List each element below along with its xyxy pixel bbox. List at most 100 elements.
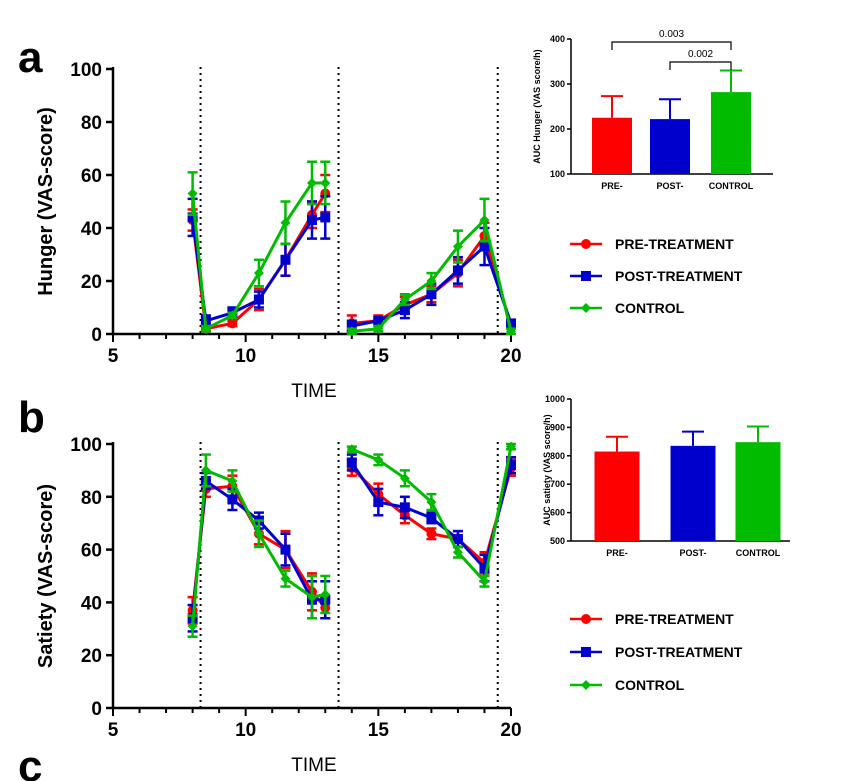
data-point <box>280 544 291 555</box>
y-tick-label: 400 <box>550 34 565 44</box>
y-axis-label: AUC Hunger (VAS score/h) <box>532 49 542 163</box>
data-point <box>200 323 211 334</box>
legend-label: CONTROL <box>615 677 685 693</box>
data-point <box>373 315 384 326</box>
a-line-chart: 0 20 40 60 80 100 5 10 15 20 TIME Hunger (VAS-score… <box>35 60 743 402</box>
y-tick-label: 80 <box>81 113 102 134</box>
data-point <box>452 265 463 276</box>
data-point <box>253 268 264 279</box>
data-point <box>399 502 410 513</box>
x-tick-label: 10 <box>235 720 256 741</box>
x-tick-label: PRE- <box>606 548 628 558</box>
bar <box>594 451 640 541</box>
legend-label: POST-TREATMENT <box>615 644 743 660</box>
b-line-chart: 0 20 40 60 80 100 5 10 15 20 TIME Satiety (VAS-scor… <box>35 435 743 776</box>
x-tick-label: 20 <box>500 720 521 741</box>
data-point <box>506 318 516 329</box>
x-axis-label: TIME <box>291 755 336 776</box>
legend-marker <box>581 303 591 313</box>
p-value-label: 0.002 <box>688 49 713 60</box>
series-line <box>191 478 326 619</box>
panel-letter-a: a <box>18 33 43 82</box>
legend-marker <box>581 680 591 690</box>
bar <box>670 445 716 541</box>
data-point <box>200 465 211 476</box>
legend-label: CONTROL <box>615 300 685 316</box>
series-control <box>187 160 516 337</box>
y-tick-label: 40 <box>81 219 102 240</box>
data-point <box>253 528 264 539</box>
x-tick-label: POST- <box>656 181 683 191</box>
x-tick-label: POST- <box>679 548 706 558</box>
significance-bracket <box>611 41 732 50</box>
y-tick-label: 0 <box>91 325 102 346</box>
x-tick-label: PRE- <box>601 181 623 191</box>
bar <box>650 119 690 174</box>
bar <box>711 92 751 174</box>
y-tick-label: 60 <box>81 166 102 187</box>
legend-label: PRE-TREATMENT <box>615 236 734 252</box>
data-point <box>452 534 463 545</box>
data-point <box>506 460 516 471</box>
significance-bracket <box>669 61 732 70</box>
a-bar-chart: 100 200 300 400 AUC Hunger (VAS score/h) PRE-… <box>532 29 773 191</box>
y-tick-label: 300 <box>550 79 565 89</box>
panel-letter-b: b <box>18 393 45 442</box>
x-tick-label: 5 <box>108 346 119 367</box>
data-point <box>506 326 516 337</box>
legend-marker <box>581 614 591 624</box>
x-tick-label: 15 <box>368 346 390 367</box>
y-tick-label: 200 <box>550 124 565 134</box>
legend-marker <box>581 239 591 249</box>
y-tick-label: 80 <box>81 488 102 509</box>
y-tick-label: 100 <box>70 435 102 456</box>
y-tick-label: 0 <box>91 699 102 720</box>
data-point <box>346 321 357 332</box>
series-line <box>191 468 326 627</box>
data-point <box>280 217 291 228</box>
y-axis-label: Hunger (VAS-score) <box>35 107 57 296</box>
x-tick-label: 15 <box>368 720 390 741</box>
data-point <box>346 326 357 337</box>
x-axis-label: TIME <box>291 381 336 402</box>
data-point <box>426 276 437 286</box>
y-tick-label: 20 <box>81 646 102 667</box>
legend-label: POST-TREATMENT <box>615 268 743 284</box>
bar <box>735 442 781 541</box>
y-tick-label: 500 <box>550 536 565 546</box>
y-tick-label: 600 <box>550 508 565 518</box>
y-tick-label: 700 <box>550 479 565 489</box>
data-point <box>373 497 384 508</box>
data-point <box>187 212 198 223</box>
data-point <box>320 589 331 600</box>
bar <box>592 117 632 174</box>
y-axis-label: AUC satiety (VAS score/h) <box>542 414 552 525</box>
data-point <box>253 294 264 305</box>
data-point <box>479 563 490 574</box>
data-point <box>373 454 384 465</box>
data-point <box>426 289 437 300</box>
data-point <box>346 457 357 468</box>
data-point <box>280 254 291 265</box>
data-point <box>307 215 317 226</box>
data-point <box>280 573 291 584</box>
panel-letter-c: c <box>18 742 42 781</box>
x-tick-label: CONTROL <box>736 548 781 558</box>
series-pre-treatment <box>187 458 516 625</box>
data-point <box>479 576 490 587</box>
b-bar-chart: 500 600 700 800 900 1000 AUC satiety (VAS scor… <box>542 394 790 558</box>
data-point <box>320 212 331 223</box>
x-tick-label: 5 <box>108 720 119 741</box>
legend-marker <box>581 647 591 657</box>
data-point <box>227 494 238 505</box>
data-point <box>187 188 198 199</box>
legend: PRE-TREATMENT POST-TREATMENT CONTROL <box>570 236 743 316</box>
y-tick-label: 40 <box>81 593 102 614</box>
x-tick-label: CONTROL <box>709 181 754 191</box>
data-point <box>187 621 198 632</box>
data-point <box>452 547 463 558</box>
y-tick-label: 900 <box>550 422 565 432</box>
x-tick-label: 20 <box>500 346 521 367</box>
data-point <box>426 497 437 508</box>
